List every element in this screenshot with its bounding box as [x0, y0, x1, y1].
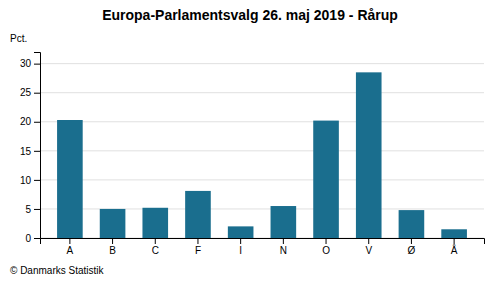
tick-mark — [34, 151, 40, 152]
tick: F — [195, 238, 201, 256]
tick-label: A — [67, 245, 74, 256]
tick-mark — [368, 238, 369, 244]
tick: 0 — [25, 233, 40, 244]
tick-mark — [34, 64, 40, 65]
bar — [57, 120, 83, 238]
tick: 20 — [20, 116, 40, 127]
tick: V — [365, 238, 372, 256]
tick-mark — [69, 238, 70, 244]
bar — [185, 191, 211, 238]
axis-line — [41, 239, 485, 245]
tick: N — [280, 238, 287, 256]
tick: 10 — [20, 175, 40, 186]
bar — [313, 121, 339, 238]
bar — [142, 208, 168, 238]
tick-label: 10 — [20, 175, 32, 186]
tick-label: Å — [451, 244, 458, 256]
tick-label: O — [322, 245, 330, 256]
grid — [40, 64, 484, 238]
tick-label: F — [195, 245, 201, 256]
tick: A — [67, 238, 74, 256]
bar — [228, 226, 254, 238]
bar — [399, 210, 425, 238]
tick-label: 5 — [25, 204, 31, 215]
tick: 5 — [25, 204, 40, 215]
grid-line — [40, 121, 484, 122]
grid-line — [40, 92, 484, 93]
tick: Ø — [408, 238, 416, 256]
tick: O — [322, 238, 330, 256]
grid-line — [40, 63, 484, 64]
bars — [57, 72, 467, 238]
bar — [441, 229, 467, 238]
tick: 30 — [20, 58, 40, 69]
bar — [356, 72, 382, 238]
tick-mark — [240, 238, 241, 244]
chart: Europa-Parlamentsvalg 26. maj 2019 - Rår… — [0, 0, 500, 282]
tick-label: I — [239, 245, 242, 256]
grid-line — [40, 179, 484, 180]
tick-mark — [34, 238, 40, 239]
tick-label: Ø — [408, 245, 416, 256]
tick-mark — [454, 238, 455, 244]
tick-mark — [34, 180, 40, 181]
tick-mark — [34, 93, 40, 94]
bar — [100, 209, 126, 238]
y-label: Pct. — [10, 33, 27, 44]
tick-label: 15 — [20, 146, 32, 157]
tick-mark — [326, 238, 327, 244]
tick-label: 25 — [20, 87, 32, 98]
grid-line — [40, 150, 484, 151]
title: Europa-Parlamentsvalg 26. maj 2019 - Rår… — [102, 7, 398, 23]
y-axis: 0 5 10 15 20 25 30 — [20, 53, 41, 244]
tick-mark — [34, 209, 40, 210]
tick-label: B — [109, 245, 116, 256]
tick-mark — [283, 238, 284, 244]
tick-mark — [155, 238, 156, 244]
tick-label: C — [152, 245, 159, 256]
x-axis: ABCFINOVØÅ — [41, 238, 485, 256]
tick-label: 30 — [20, 58, 32, 69]
tick-mark — [197, 238, 198, 244]
tick: I — [239, 238, 242, 256]
tick: B — [109, 238, 116, 256]
tick-label: V — [365, 245, 372, 256]
tick-label: 0 — [25, 233, 31, 244]
footer: © Danmarks Statistik — [10, 265, 105, 276]
tick-mark — [34, 122, 40, 123]
tick-label: 20 — [20, 116, 32, 127]
tick-mark — [112, 238, 113, 244]
plot: 0 5 10 15 20 25 30 A B C F I N O V Ø Å — [20, 53, 485, 257]
bar — [271, 206, 297, 238]
tick: Å — [451, 238, 458, 256]
tick: 15 — [20, 146, 40, 157]
tick-mark — [411, 238, 412, 244]
tick-label: N — [280, 245, 287, 256]
tick: 25 — [20, 87, 40, 98]
tick: C — [152, 238, 159, 256]
axis-line — [34, 53, 41, 239]
